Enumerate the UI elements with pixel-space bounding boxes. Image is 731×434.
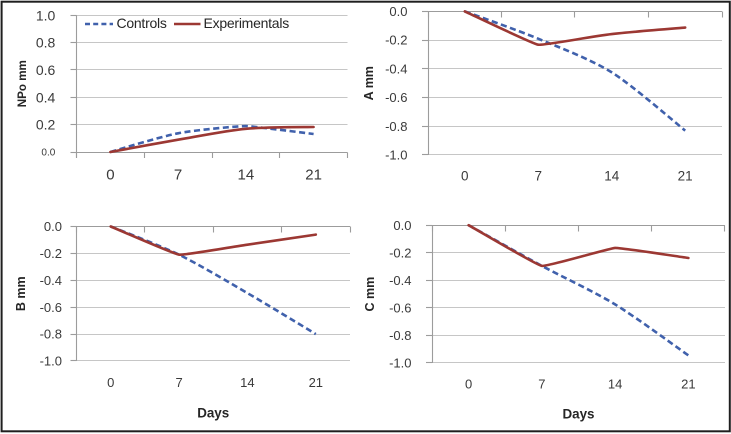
svg-text:NPo mm: NPo mm — [16, 60, 29, 107]
svg-text:0.6: 0.6 — [36, 62, 56, 78]
svg-text:14: 14 — [240, 375, 254, 390]
svg-text:0.2: 0.2 — [36, 117, 56, 133]
svg-text:-0.6: -0.6 — [40, 300, 62, 315]
svg-text:B mm: B mm — [14, 276, 28, 311]
svg-text:-0.2: -0.2 — [40, 246, 62, 261]
svg-text:21: 21 — [681, 376, 695, 391]
svg-text:0: 0 — [106, 166, 114, 183]
svg-text:-0.6: -0.6 — [385, 90, 407, 105]
svg-text:0: 0 — [461, 169, 469, 184]
svg-text:7: 7 — [174, 166, 182, 183]
svg-text:0.0: 0.0 — [389, 4, 407, 19]
svg-text:-0.4: -0.4 — [40, 273, 62, 288]
svg-text:0.0: 0.0 — [44, 219, 62, 234]
svg-text:7: 7 — [534, 169, 542, 184]
svg-text:-1.0: -1.0 — [385, 148, 407, 163]
svg-text:21: 21 — [305, 166, 322, 183]
svg-text:Experimentals: Experimentals — [204, 15, 290, 31]
svg-text:0.0: 0.0 — [41, 148, 55, 159]
svg-text:-0.2: -0.2 — [385, 33, 407, 48]
svg-text:-1.0: -1.0 — [40, 354, 62, 369]
svg-text:0: 0 — [465, 376, 472, 391]
svg-text:21: 21 — [678, 169, 693, 184]
svg-text:21: 21 — [309, 375, 323, 390]
svg-text:C mm: C mm — [363, 277, 377, 312]
svg-text:7: 7 — [175, 375, 182, 390]
svg-text:7: 7 — [538, 376, 545, 391]
svg-text:-0.6: -0.6 — [389, 301, 411, 316]
svg-text:0.4: 0.4 — [36, 89, 56, 105]
svg-text:-0.8: -0.8 — [385, 119, 407, 134]
svg-text:0.0: 0.0 — [393, 218, 411, 233]
svg-text:-0.4: -0.4 — [385, 61, 407, 76]
svg-text:14: 14 — [604, 169, 620, 184]
svg-text:-0.8: -0.8 — [40, 327, 62, 342]
svg-text:0.8: 0.8 — [36, 35, 56, 51]
svg-text:Controls: Controls — [117, 15, 167, 31]
svg-text:1.0: 1.0 — [36, 7, 56, 23]
svg-text:-1.0: -1.0 — [389, 356, 411, 371]
svg-text:-0.2: -0.2 — [389, 245, 411, 260]
svg-text:A mm: A mm — [362, 66, 376, 100]
svg-text:Days: Days — [562, 406, 594, 421]
svg-text:14: 14 — [238, 166, 255, 183]
svg-text:Days: Days — [197, 406, 229, 421]
svg-text:0: 0 — [107, 375, 114, 390]
svg-text:14: 14 — [608, 376, 622, 391]
svg-text:-0.4: -0.4 — [389, 273, 411, 288]
svg-text:-0.8: -0.8 — [389, 328, 411, 343]
